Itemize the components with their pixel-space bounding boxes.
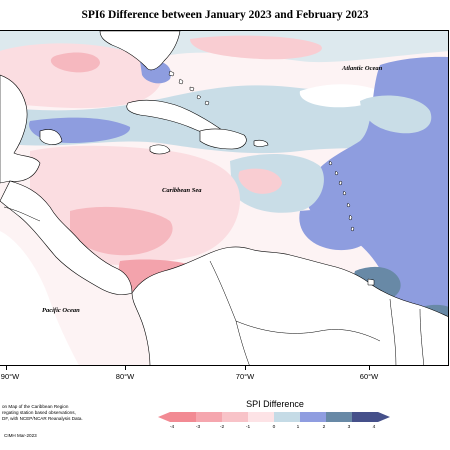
copyright-text: CIMH Mar-2023: [4, 433, 37, 438]
legend-tick-plus1: 1: [296, 425, 300, 430]
legend-tick-minus4: -4: [169, 425, 175, 430]
credits-block: on Map of the Caribbean Region regating …: [2, 404, 83, 422]
legend-tick-minus1: -1: [245, 425, 251, 430]
legend-swatch-minus4: [170, 412, 196, 422]
longitude-label-70w: 70°W: [235, 372, 255, 381]
legend-swatch-minus3: [196, 412, 222, 422]
spi-region-pink-puerto-rico: [238, 168, 282, 194]
border-central-america: [3, 206, 41, 222]
border-guyana: [389, 298, 397, 365]
land-lesser-antilles: [328, 160, 355, 232]
longitude-label-80w: 80°W: [115, 372, 135, 381]
map-canvas: [0, 31, 448, 365]
spi-region-pink-north: [190, 35, 322, 60]
legend-swatch-minus1: [248, 412, 274, 422]
label-caribbean-sea: Caribbean Sea: [162, 187, 202, 194]
credit-line-3: DF, with NCEP/NCAR Reanalysis Data.: [2, 416, 83, 421]
legend-colorbar: [158, 412, 390, 422]
credit-line-1: on Map of the Caribbean Region: [2, 404, 69, 409]
spi-region-pink-gulf-core: [50, 52, 100, 73]
legend-swatch-minus2: [222, 412, 248, 422]
label-atlantic-ocean: Atlantic Ocean: [342, 65, 383, 72]
border-colombia-venezuela: [209, 260, 250, 365]
spi-region-pink-caribbean-core: [70, 206, 173, 256]
land-south-america: [131, 246, 448, 365]
border-suriname: [419, 308, 425, 365]
legend-tick-minus3: -3: [195, 425, 201, 430]
land-mexico: [0, 74, 41, 184]
land-bahamas: [168, 70, 210, 106]
credit-line-2: regating station based observations,: [2, 410, 76, 415]
label-pacific-ocean: Pacific Ocean: [42, 307, 80, 314]
longitude-label-90w: 90°W: [0, 372, 20, 381]
land-yucatan: [39, 129, 63, 145]
tick-mark-60w: [369, 366, 370, 370]
land-trinidad: [367, 278, 375, 286]
legend-swatch-plus4: [352, 412, 378, 422]
spi-region-light-atlantic-pocket: [360, 95, 432, 134]
land-jamaica: [149, 144, 171, 155]
page-title: SPI6 Difference between January 2023 and…: [81, 9, 369, 21]
longitude-label-60w: 60°W: [359, 372, 379, 381]
spi-region-pink-gulf: [0, 43, 163, 109]
map-panel: Atlantic Ocean Caribbean Sea Pacific Oce…: [0, 30, 449, 366]
legend-swatch-plus2: [300, 412, 326, 422]
legend-arrow-min: [158, 412, 170, 422]
border-venezuela-brazil: [235, 320, 381, 342]
tick-mark-90w: [6, 366, 7, 370]
legend-arrow-max: [378, 412, 390, 422]
legend-tick-plus3: 3: [347, 425, 351, 430]
legend-tick-zero: 0: [272, 425, 276, 430]
land-florida: [99, 31, 181, 71]
tick-mark-80w: [125, 366, 126, 370]
legend-swatch-plus1: [274, 412, 300, 422]
legend-title: SPI Difference: [246, 399, 304, 409]
spi-region-blue-antilles: [299, 210, 371, 251]
spi-region-white-pacific: [0, 231, 79, 365]
legend-tick-plus4: 4: [372, 425, 376, 430]
legend-tick-plus2: 2: [322, 425, 326, 430]
land-hispaniola: [199, 128, 247, 150]
legend-swatch-plus3: [326, 412, 352, 422]
tick-mark-70w: [245, 366, 246, 370]
legend-tick-minus2: -2: [219, 425, 225, 430]
land-puerto-rico: [253, 139, 269, 147]
